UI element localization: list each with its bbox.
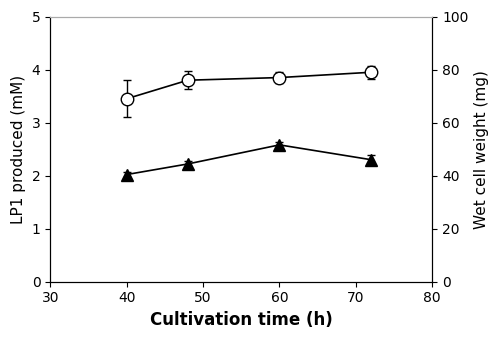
Y-axis label: Wet cell weight (mg): Wet cell weight (mg): [474, 70, 489, 228]
X-axis label: Cultivation time (h): Cultivation time (h): [150, 311, 332, 329]
Y-axis label: LP1 produced (mM): LP1 produced (mM): [11, 74, 26, 224]
